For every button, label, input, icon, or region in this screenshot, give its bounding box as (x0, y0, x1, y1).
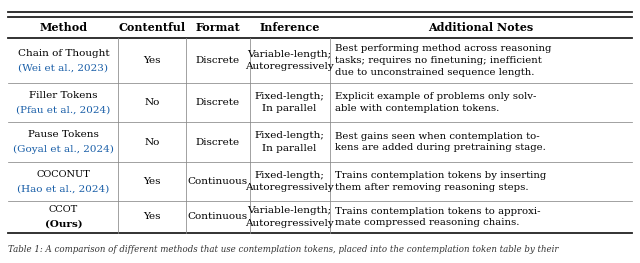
Text: Variable-length;
Autoregressively: Variable-length; Autoregressively (245, 206, 334, 227)
Text: Yes: Yes (143, 177, 161, 186)
Text: No: No (144, 98, 160, 107)
Text: Discrete: Discrete (196, 56, 239, 65)
Text: COCONUT: COCONUT (36, 170, 90, 179)
Text: Table 1: A comparison of different methods that use contemplation tokens, placed: Table 1: A comparison of different metho… (8, 245, 559, 254)
Text: Continuous: Continuous (188, 177, 248, 186)
Text: Filler Tokens: Filler Tokens (29, 91, 98, 100)
Text: Trains contemplation tokens by inserting
them after removing reasoning steps.: Trains contemplation tokens by inserting… (335, 171, 546, 192)
Text: Yes: Yes (143, 213, 161, 221)
Text: Fixed-length;
In parallel: Fixed-length; In parallel (255, 132, 324, 153)
Text: Best performing method across reasoning
tasks; requires no finetuning; inefficie: Best performing method across reasoning … (335, 44, 551, 77)
Text: (Goyal et al., 2024): (Goyal et al., 2024) (13, 145, 114, 154)
Text: Variable-length;
Autoregressively: Variable-length; Autoregressively (245, 50, 334, 71)
Text: CCOT: CCOT (49, 205, 78, 214)
Text: (Ours): (Ours) (45, 220, 82, 229)
Text: Explicit example of problems only solv-
able with contemplation tokens.: Explicit example of problems only solv- … (335, 92, 536, 113)
Text: Pause Tokens: Pause Tokens (28, 130, 99, 139)
Text: Method: Method (39, 22, 88, 33)
Text: Inference: Inference (259, 22, 320, 33)
Text: Fixed-length;
Autoregressively: Fixed-length; Autoregressively (245, 171, 334, 192)
Text: No: No (144, 138, 160, 146)
Text: (Wei et al., 2023): (Wei et al., 2023) (19, 63, 108, 72)
Text: Trains contemplation tokens to approxi-
mate compressed reasoning chains.: Trains contemplation tokens to approxi- … (335, 207, 540, 227)
Text: Continuous: Continuous (188, 213, 248, 221)
Text: Format: Format (195, 22, 240, 33)
Text: Contentful: Contentful (118, 22, 186, 33)
Text: Yes: Yes (143, 56, 161, 65)
Text: Additional Notes: Additional Notes (428, 22, 533, 33)
Text: Discrete: Discrete (196, 98, 239, 107)
Text: (Pfau et al., 2024): (Pfau et al., 2024) (16, 105, 111, 114)
Text: Chain of Thought: Chain of Thought (17, 49, 109, 58)
Text: Best gains seen when contemplation to-
kens are added during pretraining stage.: Best gains seen when contemplation to- k… (335, 132, 545, 152)
Text: (Hao et al., 2024): (Hao et al., 2024) (17, 184, 109, 193)
Text: Discrete: Discrete (196, 138, 239, 146)
Text: Fixed-length;
In parallel: Fixed-length; In parallel (255, 92, 324, 113)
